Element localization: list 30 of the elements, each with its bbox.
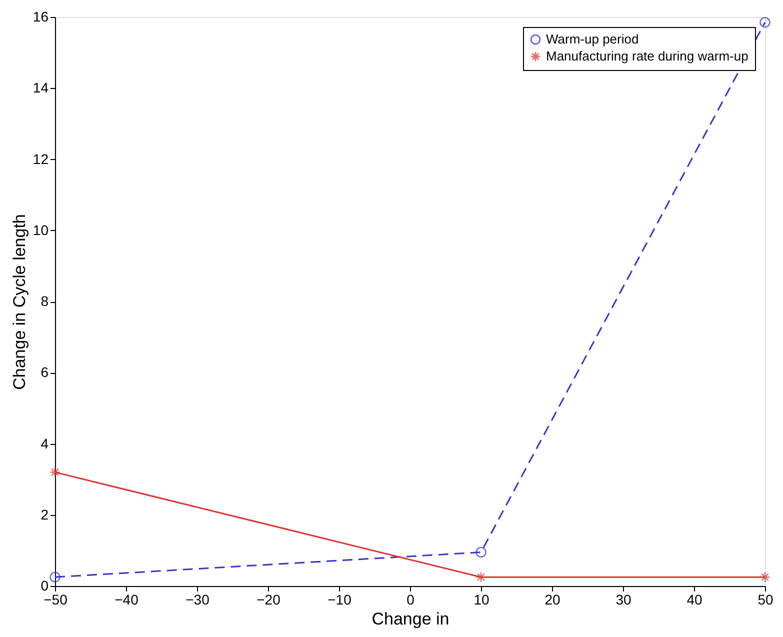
x-tick-label: 10 (474, 592, 490, 608)
legend-label: Manufacturing rate during warm-up (546, 48, 748, 64)
y-tick-label: 16 (32, 8, 49, 24)
x-tick-label: 30 (616, 592, 632, 608)
y-tick-label: 10 (32, 222, 49, 238)
legend-label: Warm-up period (546, 32, 639, 46)
x-tick-label: 50 (758, 592, 774, 608)
x-tick-label: 0 (406, 592, 415, 608)
point (476, 546, 486, 558)
y-tick-label: 0 (40, 578, 49, 594)
y-tick-label: 14 (32, 80, 49, 96)
x-tick-label: −30 (186, 592, 210, 608)
y-tick-label: 2 (40, 506, 49, 522)
y-tick-label: 6 (40, 364, 49, 380)
x-tick-label: −50 (44, 592, 68, 608)
x-tick-label: −20 (256, 592, 281, 608)
x-tick-label: 20 (544, 592, 560, 608)
x-tick-label: −10 (328, 592, 352, 608)
x-tick-label: −40 (114, 592, 139, 608)
y-tick-label: 4 (40, 435, 49, 452)
y-tick-label: 12 (32, 150, 49, 167)
point (476, 572, 486, 582)
y-axis-title: Change in Cycle length (10, 214, 29, 390)
point (50, 466, 60, 478)
point (760, 572, 770, 582)
x-axis-title: Change in (372, 610, 450, 628)
y-tick-label: 8 (40, 293, 49, 309)
point (50, 572, 60, 582)
point (760, 16, 770, 28)
x-tick-label: 40 (686, 592, 702, 608)
